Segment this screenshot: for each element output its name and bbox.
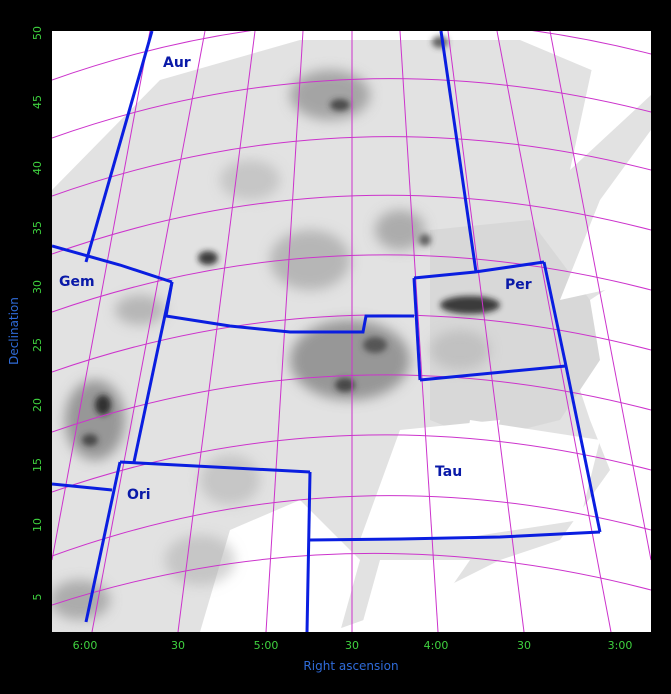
y-tick-label: 10 — [31, 518, 44, 532]
x-axis: 6:00 30 5:00 30 4:00 30 3:00 Right ascen… — [73, 639, 633, 673]
x-tick-label: 4:00 — [424, 639, 449, 652]
survey-gaps — [52, 31, 651, 632]
x-tick-label: 3:00 — [608, 639, 633, 652]
gem-ori-boundary — [132, 281, 174, 463]
y-tick-label: 25 — [31, 338, 44, 352]
ori-gem-lower-boundary — [52, 482, 113, 492]
constellation-label-ori: Ori — [127, 487, 151, 503]
x-tick-label: 6:00 — [73, 639, 98, 652]
x-tick-label: 30 — [171, 639, 185, 652]
constellation-label-aur: Aur — [163, 55, 191, 71]
constellation-label-per: Per — [505, 277, 532, 293]
ori-tau-boundary — [305, 471, 312, 632]
y-tick-label: 30 — [31, 280, 44, 294]
y-tick-label: 45 — [31, 95, 44, 109]
y-tick-label: 15 — [31, 458, 44, 472]
ori-west-boundary — [84, 461, 122, 623]
y-tick-label: 5 — [31, 594, 44, 601]
y-tick-label: 50 — [31, 26, 44, 40]
per-south-boundary — [419, 364, 567, 382]
y-tick-label: 20 — [31, 398, 44, 412]
x-tick-label: 30 — [345, 639, 359, 652]
gem-upper-boundary — [52, 244, 173, 284]
dense-cores — [82, 36, 500, 446]
aur-gem-boundary — [84, 31, 154, 263]
y-tick-label: 40 — [31, 161, 44, 175]
tau-south-boundary — [309, 530, 601, 542]
x-tick-label: 30 — [517, 639, 531, 652]
y-axis-title: Declination — [7, 297, 21, 365]
constellation-label-tau: Tau — [435, 464, 462, 480]
aur-per-boundary — [439, 31, 478, 273]
constellation-boundaries — [52, 31, 602, 632]
ori-upper-boundary — [119, 460, 311, 474]
plot-area: Aur Gem Per Ori Tau — [52, 31, 651, 632]
constellation-label-gem: Gem — [59, 274, 95, 290]
x-tick-label: 5:00 — [254, 639, 279, 652]
x-axis-title: Right ascension — [303, 659, 398, 673]
y-tick-label: 35 — [31, 221, 44, 235]
per-west-boundary — [412, 277, 422, 381]
y-axis: 5 10 15 20 25 30 35 40 45 50 Declination — [7, 26, 44, 601]
